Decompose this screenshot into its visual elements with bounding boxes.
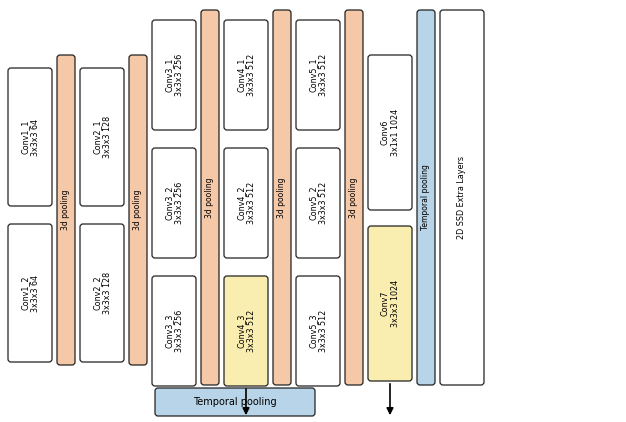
Text: Conv3_1
3x3x3 256: Conv3_1 3x3x3 256 [164,54,183,96]
Text: Conv5_3
3x3x3 512: Conv5_3 3x3x3 512 [308,310,327,352]
Text: 3d pooling: 3d pooling [61,190,71,230]
Text: Conv5_1
3x3x3 512: Conv5_1 3x3x3 512 [308,54,327,96]
Text: Conv4_1
3x3x3 512: Conv4_1 3x3x3 512 [236,54,255,96]
FancyBboxPatch shape [345,10,363,385]
Text: Conv2_2
3x3x3 128: Conv2_2 3x3x3 128 [92,272,111,314]
Text: Conv1_2
3x3x3 64: Conv1_2 3x3x3 64 [20,274,39,311]
Text: Conv7
3x3x3 1024: Conv7 3x3x3 1024 [381,280,399,327]
Text: Conv5_2
3x3x3 512: Conv5_2 3x3x3 512 [308,182,327,224]
FancyBboxPatch shape [8,224,52,362]
FancyBboxPatch shape [201,10,219,385]
FancyBboxPatch shape [224,20,268,130]
Text: 3d pooling: 3d pooling [133,190,143,230]
FancyBboxPatch shape [152,276,196,386]
FancyBboxPatch shape [368,226,412,381]
Text: Temporal pooling: Temporal pooling [421,165,431,230]
FancyBboxPatch shape [440,10,484,385]
FancyBboxPatch shape [296,148,340,258]
FancyBboxPatch shape [155,388,315,416]
FancyBboxPatch shape [417,10,435,385]
Text: Conv2_1
3x3x3 128: Conv2_1 3x3x3 128 [92,116,111,158]
FancyBboxPatch shape [152,20,196,130]
FancyBboxPatch shape [296,20,340,130]
FancyBboxPatch shape [8,68,52,206]
Text: 3d pooling: 3d pooling [205,177,215,218]
Text: 2D SSD Extra Layers: 2D SSD Extra Layers [458,156,466,239]
FancyBboxPatch shape [152,148,196,258]
Text: Conv6
3x1x1 1024: Conv6 3x1x1 1024 [381,109,399,156]
FancyBboxPatch shape [224,276,268,386]
FancyBboxPatch shape [224,148,268,258]
FancyBboxPatch shape [296,276,340,386]
Text: Conv3_3
3x3x3 256: Conv3_3 3x3x3 256 [164,310,183,352]
Text: 3d pooling: 3d pooling [349,177,359,218]
FancyBboxPatch shape [80,224,124,362]
FancyBboxPatch shape [129,55,147,365]
Text: Conv3_2
3x3x3 256: Conv3_2 3x3x3 256 [164,182,183,224]
Text: Temporal pooling: Temporal pooling [193,397,277,407]
Text: Conv1_1
3x3x3 64: Conv1_1 3x3x3 64 [20,119,39,155]
FancyBboxPatch shape [368,55,412,210]
FancyBboxPatch shape [273,10,291,385]
FancyBboxPatch shape [57,55,75,365]
Text: Conv4_3
3x3x3 512: Conv4_3 3x3x3 512 [236,310,255,352]
Text: Conv4_2
3x3x3 512: Conv4_2 3x3x3 512 [236,182,255,224]
FancyBboxPatch shape [80,68,124,206]
Text: 3d pooling: 3d pooling [277,177,287,218]
